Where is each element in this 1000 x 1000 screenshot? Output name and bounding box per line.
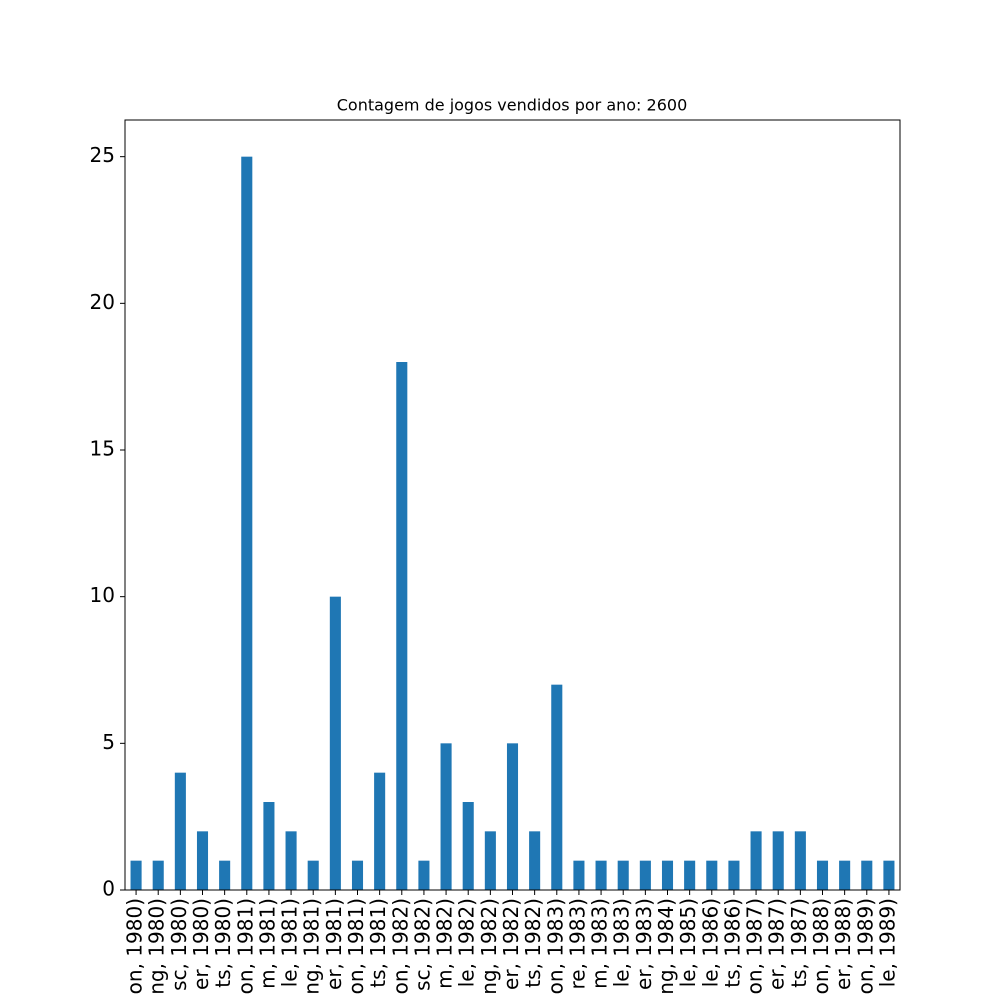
bar (440, 743, 452, 890)
x-tick-label: er, 1980) (189, 898, 213, 990)
x-tick-label: on, 1981) (233, 898, 257, 994)
x-tick-label: on, 1983) (543, 898, 567, 994)
x-tick-label: er, 1981) (322, 898, 346, 990)
x-tick-label: on, 1988) (809, 898, 833, 994)
x-tick-label: on, 1982) (388, 898, 412, 994)
bar (573, 860, 585, 890)
bar (794, 831, 806, 890)
x-tick-label: ts, 1982) (521, 898, 545, 988)
y-tick-label: 5 (102, 730, 115, 754)
y-tick-label: 20 (90, 290, 115, 314)
bar (174, 772, 186, 890)
bar (839, 860, 851, 890)
x-tick-label: ng, 1982) (477, 898, 501, 995)
x-tick-label: re, 1983) (565, 898, 589, 990)
x-tick-label: m, 1982) (433, 898, 457, 989)
x-tick-label: le, 1989) (875, 898, 899, 987)
x-tick-label: le, 1982) (455, 898, 479, 987)
y-tick-label: 0 (102, 877, 115, 901)
y-tick-label: 25 (90, 143, 115, 167)
bar (661, 860, 674, 890)
x-tick-label: er, 1983) (632, 898, 656, 990)
bar (196, 831, 209, 890)
bar (551, 684, 563, 890)
bar (130, 860, 142, 890)
bar (484, 831, 496, 890)
bar (617, 860, 629, 890)
x-tick-label: on, 1989) (853, 898, 877, 994)
x-tick-label: ng, 1984) (654, 898, 678, 995)
x-tick-label: er, 1988) (831, 898, 855, 990)
x-tick-label: on, 1981) (344, 898, 368, 994)
chart-title: Contagem de jogos vendidos por ano: 2600 (337, 96, 688, 115)
bar (506, 743, 519, 890)
x-tick-label: er, 1987) (765, 898, 789, 990)
bar (219, 860, 231, 890)
bar (728, 860, 740, 890)
x-tick-label: m, 1981) (255, 898, 279, 989)
x-tick-label: ts, 1981) (366, 898, 390, 988)
x-tick-label: m, 1983) (588, 898, 612, 989)
bar (418, 860, 430, 890)
x-tick-label: ts, 1980) (211, 898, 235, 988)
bar (374, 772, 386, 890)
x-tick-label: ng, 1980) (145, 898, 169, 995)
x-tick-label: ts, 1986) (720, 898, 744, 988)
bar (595, 860, 607, 890)
bar (816, 860, 829, 890)
bar (329, 596, 341, 890)
x-tick-label: on, 1980) (123, 898, 147, 994)
bar (462, 802, 474, 890)
bar (529, 831, 541, 890)
bar (241, 156, 253, 890)
bar (772, 831, 784, 890)
bar (307, 860, 319, 890)
bar (285, 831, 297, 890)
bar (861, 860, 873, 890)
x-tick-label: le, 1981) (278, 898, 302, 987)
bar (639, 860, 651, 890)
bar (263, 802, 275, 890)
x-tick-label: sc, 1980) (167, 898, 191, 991)
bar (883, 860, 895, 890)
bar (684, 860, 696, 890)
x-tick-label: sc, 1982) (410, 898, 434, 991)
bar (396, 362, 408, 890)
x-tick-label: on, 1987) (743, 898, 767, 994)
x-tick-label: le, 1986) (698, 898, 722, 987)
bar (750, 831, 762, 890)
x-tick-label: ng, 1981) (300, 898, 324, 995)
bar (706, 860, 718, 890)
x-tick-label: le, 1985) (676, 898, 700, 987)
bar (152, 860, 164, 890)
x-tick-label: er, 1982) (499, 898, 523, 990)
bar (351, 860, 364, 890)
plot-frame (124, 119, 901, 891)
y-tick-label: 15 (90, 437, 115, 461)
x-tick-label: ts, 1987) (787, 898, 811, 988)
y-tick-label: 10 (90, 583, 115, 607)
x-tick-label: le, 1983) (610, 898, 634, 987)
